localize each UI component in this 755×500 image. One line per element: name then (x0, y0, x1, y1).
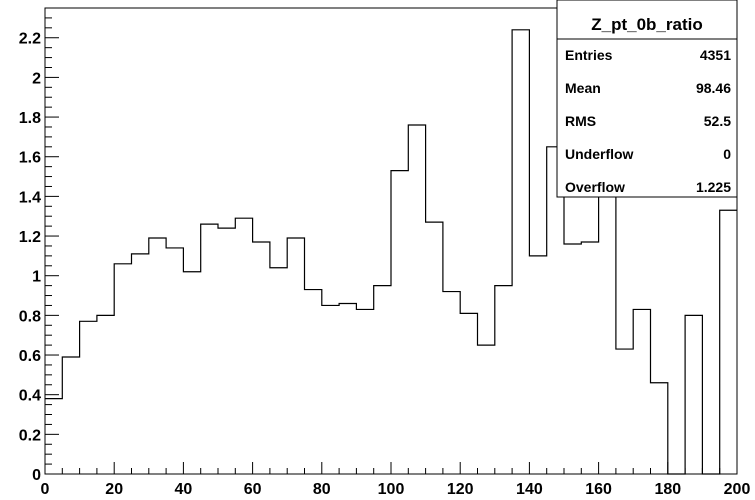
stats-box: Z_pt_0b_ratio Entries 4351 Mean 98.46 RM… (556, 0, 738, 198)
histogram-bin (149, 238, 166, 474)
histogram-outline (45, 29, 737, 475)
y-tick-label: 0.8 (19, 308, 41, 325)
x-tick-label: 60 (244, 481, 262, 498)
y-tick-label: 0.4 (19, 388, 41, 405)
x-tick-label: 0 (41, 481, 50, 498)
x-tick-label: 120 (447, 481, 474, 498)
plot-layer: 0 20 40 60 80 100 120 140 160 180 20000.20.40.60.8… (19, 7, 751, 498)
histogram-bin (426, 222, 443, 474)
y-tick-label: 1 (32, 269, 41, 286)
x-tick-label: 160 (585, 481, 612, 498)
y-tick-label: 1.6 (19, 150, 41, 167)
histogram-bin (581, 242, 598, 474)
histogram-bin (460, 313, 477, 474)
histogram-bin (62, 357, 79, 474)
y-tick-label: 1.2 (19, 229, 41, 246)
y-tick-label: 1.4 (19, 189, 41, 206)
stats-box-title: Z_pt_0b_ratio (591, 15, 702, 34)
y-tick-label: 0 (32, 467, 41, 484)
histogram-bin (287, 238, 304, 474)
stats-entries-value: 4351 (700, 47, 731, 63)
x-tick-label: 80 (313, 481, 331, 498)
stats-underflow-label: Underflow (565, 146, 634, 162)
x-tick-label: 180 (654, 481, 681, 498)
stats-box-background (556, 0, 738, 198)
stats-rms-label: RMS (565, 113, 596, 129)
histogram-bin (166, 248, 183, 474)
histogram-bin (685, 315, 702, 474)
histogram-bin (305, 290, 322, 474)
histogram-bin (201, 224, 218, 474)
stats-underflow-value: 0 (723, 146, 731, 162)
histogram-bin (564, 244, 581, 474)
y-tick-label: 2.2 (19, 31, 41, 48)
stats-entries-label: Entries (565, 47, 613, 63)
histogram-bin (235, 218, 252, 474)
histogram-bin (253, 242, 270, 474)
y-tick-label: 1.8 (19, 110, 41, 127)
histogram-bin (720, 210, 737, 474)
histogram-bin (132, 254, 149, 474)
histogram-bin (339, 303, 356, 474)
histogram-bin (529, 256, 546, 474)
histogram-bin (651, 383, 668, 474)
histogram-bin (183, 272, 200, 474)
x-tick-label: 200 (724, 481, 751, 498)
stats-rms-value: 52.5 (704, 113, 731, 129)
histogram-bin (322, 305, 339, 474)
stats-overflow-value: 1.225 (696, 179, 731, 195)
histogram-bin (97, 315, 114, 474)
y-tick-label: 2 (32, 70, 41, 87)
stats-mean-value: 98.46 (696, 80, 731, 96)
histogram-bin (512, 30, 529, 474)
histogram-bin (80, 321, 97, 474)
histogram-bin (478, 345, 495, 474)
histogram-bin (218, 228, 235, 474)
histogram-bin (616, 349, 633, 474)
histogram-bin (114, 264, 131, 474)
y-tick-label: 0.2 (19, 427, 41, 444)
stats-overflow-label: Overflow (565, 179, 625, 195)
histogram-bin (374, 286, 391, 474)
x-tick-label: 20 (105, 481, 123, 498)
histogram-bin (45, 399, 62, 474)
histogram-bin (391, 171, 408, 474)
x-tick-label: 100 (378, 481, 405, 498)
histogram-bin (633, 309, 650, 474)
histogram-bin (495, 286, 512, 474)
y-tick-label: 0.6 (19, 348, 41, 365)
x-tick-label: 140 (516, 481, 543, 498)
histogram-bin (599, 181, 616, 474)
histogram-bin (443, 292, 460, 474)
histogram-bin (270, 268, 287, 474)
stats-mean-label: Mean (565, 80, 601, 96)
histogram-bin (356, 309, 373, 474)
histogram-bin (408, 125, 425, 474)
x-tick-label: 40 (175, 481, 193, 498)
